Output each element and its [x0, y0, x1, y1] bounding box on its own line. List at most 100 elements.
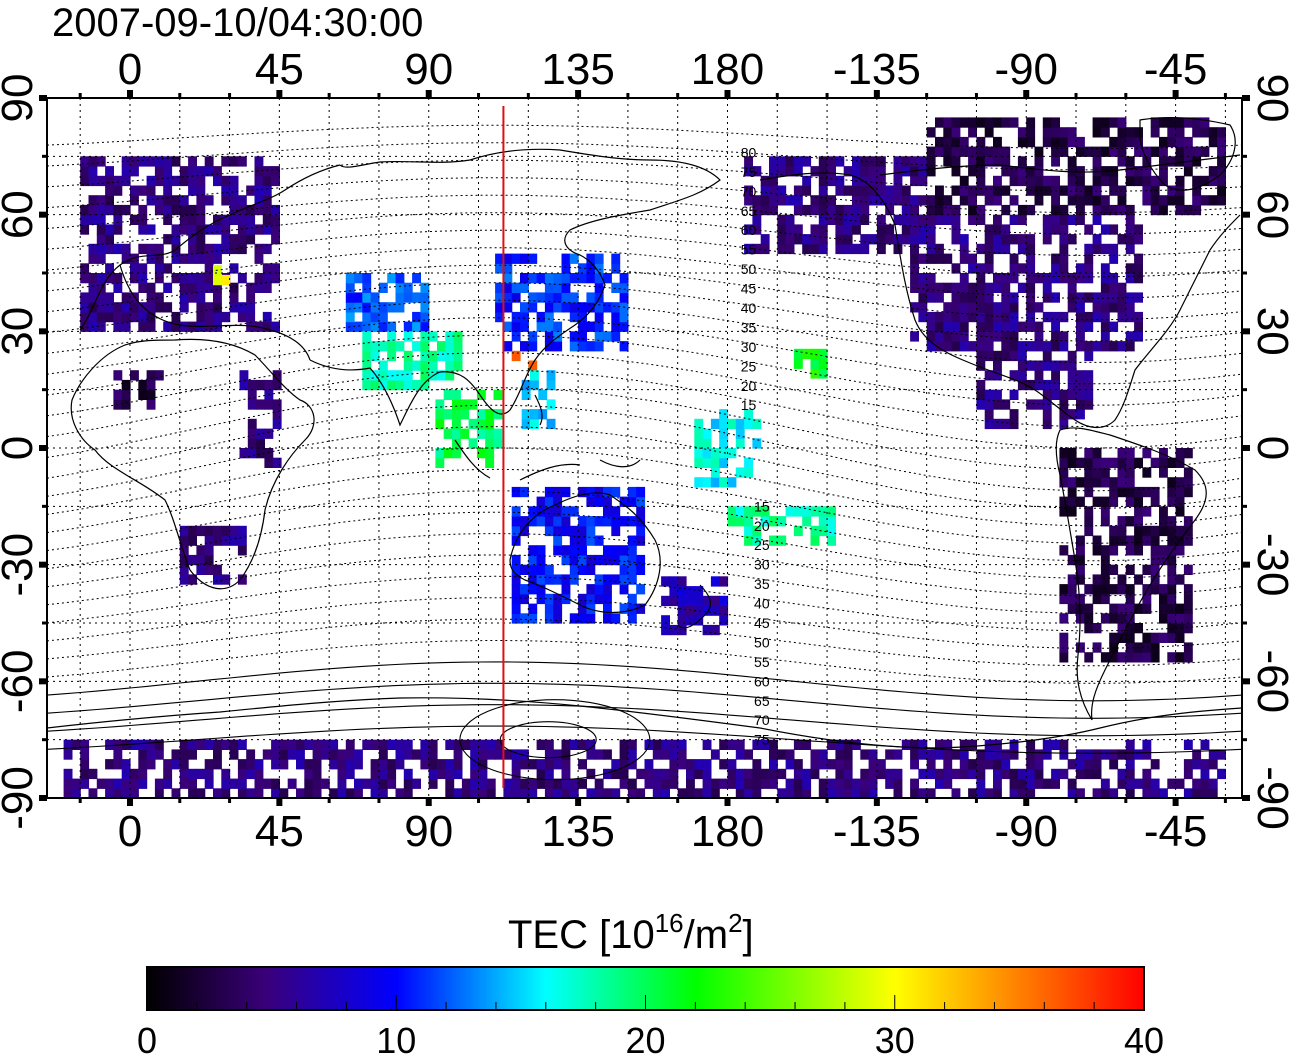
tec-cell	[710, 749, 720, 760]
tec-cell	[254, 156, 264, 167]
tec-cell	[918, 214, 928, 225]
tec-cell	[1109, 243, 1119, 255]
tec-cell	[188, 768, 197, 780]
tec-cell	[785, 749, 795, 760]
tec-cell	[710, 448, 720, 459]
tec-cell	[910, 253, 919, 264]
tec-cell	[1100, 117, 1110, 128]
tec-cell	[378, 302, 388, 313]
tec-cell	[694, 586, 704, 597]
tec-cell	[968, 739, 977, 750]
tec-cell	[926, 234, 936, 245]
tec-cell	[1009, 263, 1019, 274]
tec-cell	[1117, 127, 1127, 138]
tec-cell	[154, 292, 164, 303]
tec-cell	[1076, 370, 1085, 381]
tec-cell	[835, 749, 845, 760]
tec-cell	[918, 224, 928, 235]
tec-cell	[213, 253, 222, 264]
tec-cell	[951, 117, 961, 128]
tec-cell	[188, 253, 197, 264]
tec-cell	[1109, 652, 1119, 663]
tec-cell	[362, 739, 372, 750]
tec-cell	[1084, 759, 1094, 770]
tec-cell	[661, 778, 670, 789]
tec-cell	[329, 739, 339, 750]
tec-cell	[486, 788, 496, 798]
tec-cell	[1175, 623, 1185, 634]
tec-cell	[1192, 195, 1202, 206]
magnetic-latitude-contour	[47, 124, 1242, 150]
tec-cell	[926, 127, 936, 138]
tec-cell	[171, 759, 181, 770]
tec-cell	[420, 341, 430, 352]
tec-cell	[1192, 788, 1202, 798]
tec-cell	[287, 749, 297, 760]
tec-cell	[486, 749, 496, 760]
tec-cell	[113, 302, 123, 313]
tec-cell	[246, 204, 256, 216]
tec-cell	[138, 224, 148, 235]
tec-cell	[163, 321, 173, 332]
tec-cell	[619, 584, 629, 595]
tec-cell	[935, 739, 944, 750]
tec-cell	[378, 778, 388, 789]
tec-cell	[810, 224, 820, 235]
tec-cell	[1100, 321, 1110, 332]
tec-cell	[221, 525, 231, 537]
tec-cell	[1026, 341, 1036, 352]
tec-cell	[993, 136, 1002, 148]
tec-cell	[1067, 292, 1077, 303]
tec-cell	[586, 739, 596, 750]
tec-cell	[594, 263, 604, 274]
tec-cell	[1059, 389, 1069, 400]
tec-cell	[752, 214, 762, 225]
tec-cell	[312, 739, 322, 750]
tec-cell	[1117, 146, 1127, 157]
tec-cell	[1150, 204, 1160, 216]
tec-cell	[544, 282, 554, 293]
tec-cell	[1009, 389, 1019, 400]
tec-cell	[511, 749, 521, 760]
tec-cell	[354, 749, 363, 760]
tec-cell	[503, 749, 513, 760]
tec-cell	[536, 554, 546, 566]
tec-cell	[188, 739, 197, 750]
tec-cell	[993, 418, 1002, 430]
tec-cell	[561, 788, 571, 798]
tec-cell	[1051, 224, 1060, 235]
tec-cell	[835, 214, 845, 225]
tec-cell	[213, 311, 222, 323]
tec-cell	[1026, 379, 1036, 391]
tec-cell	[1042, 136, 1052, 148]
tec-cell	[163, 768, 173, 780]
colorbar-title-exp2: 2	[728, 908, 742, 938]
tec-cell	[1017, 166, 1027, 177]
tec-cell	[437, 759, 446, 770]
tec-cell	[1175, 545, 1185, 556]
tec-cell	[354, 292, 363, 303]
tec-cell	[1092, 195, 1102, 206]
tec-cell	[968, 282, 977, 293]
tec-cell	[485, 448, 495, 459]
tec-cell	[362, 321, 372, 332]
tec-cell	[1042, 341, 1052, 352]
tec-cell	[835, 156, 845, 167]
tec-cell	[121, 399, 131, 410]
tec-cell	[619, 311, 629, 323]
coastline-north-america	[759, 154, 1241, 429]
tec-cell	[603, 788, 612, 798]
tec-cell	[553, 759, 563, 770]
tec-cell	[627, 788, 637, 798]
tec-cell	[661, 624, 670, 636]
coastline-antarctica	[47, 697, 1242, 749]
tec-cell	[852, 224, 861, 235]
tec-cell	[1067, 350, 1077, 362]
tec-cell	[793, 759, 803, 770]
tec-cell	[852, 166, 861, 177]
tec-cell	[1059, 749, 1069, 760]
tec-cell	[163, 175, 173, 187]
tec-cell	[196, 204, 206, 216]
tec-cell	[1017, 175, 1027, 187]
tec-cell	[627, 613, 637, 624]
